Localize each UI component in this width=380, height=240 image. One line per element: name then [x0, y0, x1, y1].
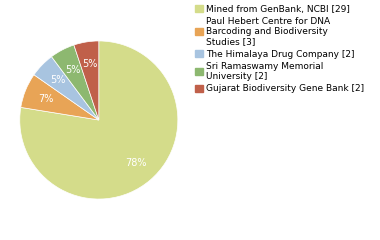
Text: 5%: 5%	[50, 75, 66, 85]
Wedge shape	[52, 45, 99, 120]
Wedge shape	[20, 41, 178, 199]
Legend: Mined from GenBank, NCBI [29], Paul Hebert Centre for DNA
Barcoding and Biodiver: Mined from GenBank, NCBI [29], Paul Hebe…	[195, 5, 364, 93]
Wedge shape	[21, 75, 99, 120]
Wedge shape	[34, 57, 99, 120]
Text: 7%: 7%	[38, 94, 54, 104]
Text: 5%: 5%	[65, 65, 80, 75]
Text: 78%: 78%	[125, 158, 146, 168]
Text: 5%: 5%	[82, 59, 97, 69]
Wedge shape	[74, 41, 99, 120]
